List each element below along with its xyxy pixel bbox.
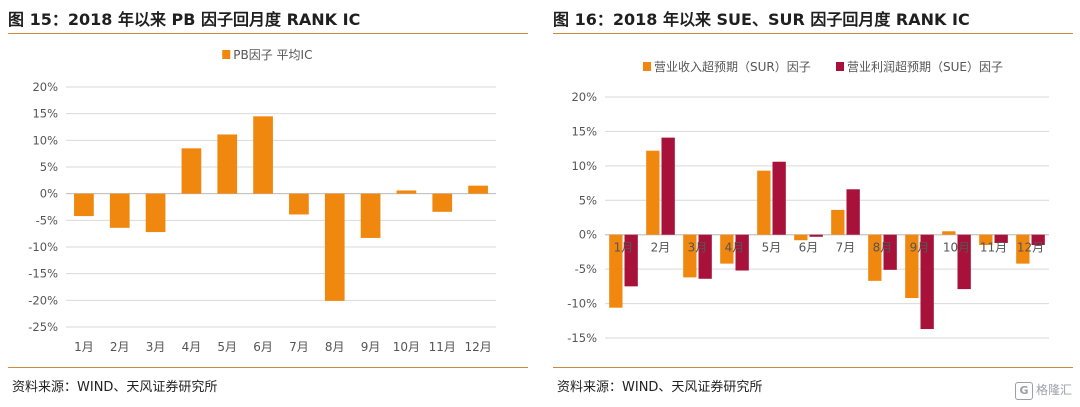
y-tick-label: 15%: [32, 107, 58, 121]
y-tick-label: -15%: [567, 331, 597, 345]
x-tick-label: 8月: [873, 241, 893, 255]
bar: [324, 193, 345, 301]
bar: [1016, 234, 1030, 264]
bar: [1031, 234, 1045, 246]
x-tick-label: 6月: [253, 340, 273, 354]
bar: [979, 234, 993, 246]
x-tick-label: 7月: [836, 241, 856, 255]
x-tick-label: 12月: [464, 340, 491, 354]
y-tick-label: 0%: [579, 228, 597, 242]
bar: [661, 137, 675, 235]
legend-label: 营业收入超预期（SUR）因子: [654, 59, 811, 74]
source-divider: [553, 367, 1073, 368]
y-tick-label: 15%: [571, 124, 597, 138]
x-tick-label: 3月: [688, 241, 708, 255]
x-tick-label: 5月: [217, 340, 237, 354]
y-tick-label: -20%: [28, 293, 58, 307]
y-tick-label: 10%: [571, 159, 597, 173]
x-tick-label: 11月: [980, 241, 1007, 255]
source-note: 资料来源：WIND、天风证券研究所: [12, 380, 218, 395]
y-tick-label: 0%: [40, 187, 58, 201]
bar: [289, 193, 309, 215]
y-tick-label: -10%: [28, 240, 58, 254]
bar: [942, 231, 956, 235]
bar: [920, 234, 934, 330]
legend-label: 营业利润超预期（SUE）因子: [847, 59, 1003, 74]
x-tick-label: 10月: [393, 340, 420, 354]
title-divider: [553, 33, 1073, 34]
chart-panel-sue-sur: 图 16：2018 年以来 SUE、SUR 因子回月度 RANK IC -15%…: [553, 0, 1073, 407]
bar: [809, 234, 823, 237]
bar: [720, 234, 734, 264]
bar: [831, 209, 845, 235]
chart-title: 图 15：2018 年以来 PB 因子回月度 RANK IC: [8, 10, 361, 29]
bar: [698, 234, 712, 279]
x-tick-label: 5月: [762, 241, 782, 255]
y-tick-label: 5%: [579, 193, 597, 207]
legend-swatch: [222, 50, 231, 59]
bar: [868, 234, 882, 281]
x-tick-label: 7月: [289, 340, 309, 354]
bar: [735, 234, 749, 271]
y-tick-label: -5%: [36, 213, 58, 227]
y-tick-label: -5%: [575, 262, 597, 276]
x-tick-label: 11月: [429, 340, 456, 354]
bar: [360, 193, 381, 238]
bar: [468, 185, 488, 194]
chart-panel-pb: 图 15：2018 年以来 PB 因子回月度 RANK IC -25% -20% -…: [8, 0, 528, 407]
bar: [145, 193, 166, 233]
legend-swatch: [643, 62, 651, 71]
bar: [396, 190, 417, 194]
bar: [683, 234, 697, 278]
x-tick-label: 2月: [110, 340, 130, 354]
x-tick-label: 10月: [943, 241, 970, 255]
title-divider: [8, 33, 528, 34]
y-tick-label: 20%: [32, 80, 58, 94]
bar: [646, 150, 660, 235]
bar: [794, 234, 808, 241]
x-tick-label: 3月: [146, 340, 166, 354]
legend-label: PB因子 平均IC: [233, 48, 312, 62]
bar: [74, 193, 94, 217]
x-tick-label: 6月: [799, 241, 819, 255]
x-tick-label: 1月: [74, 340, 94, 354]
source-divider: [8, 367, 528, 368]
x-tick-label: 4月: [182, 340, 202, 354]
watermark-text: 格隆汇: [1035, 383, 1072, 397]
bar: [609, 234, 623, 308]
bar: [994, 234, 1008, 243]
y-tick-label: 10%: [32, 133, 58, 147]
watermark: G 格隆汇: [1014, 381, 1072, 400]
x-tick-label: 4月: [725, 241, 745, 255]
bar: [109, 193, 130, 228]
x-tick-label: 9月: [910, 241, 930, 255]
bar: [846, 189, 860, 235]
bar: [772, 161, 786, 235]
y-tick-label: 20%: [571, 90, 597, 104]
y-tick-label: -10%: [567, 297, 597, 311]
bar: [757, 170, 771, 235]
bar: [883, 234, 897, 270]
x-tick-label: 2月: [651, 241, 671, 255]
bar: [624, 234, 638, 287]
brand-logo-icon: G: [1014, 381, 1033, 400]
bar: [957, 234, 971, 290]
bar: [905, 234, 919, 299]
y-tick-label: -25%: [28, 320, 58, 334]
sue-sur-ic-bar-chart: -15% -10% -5% 0% 5% 10% 15% 20% 1月 2月 3月 4月 5月 6月 7月 8月…: [567, 59, 1049, 345]
x-tick-label: 1月: [614, 241, 634, 255]
pb-ic-bar-chart: -25% -20% -15% -10% -5% 0% 5% 10% 15% 20% 1月 2月 3月 4月…: [28, 48, 496, 354]
y-tick-label: 5%: [40, 160, 58, 174]
bar: [217, 134, 238, 194]
bar: [432, 193, 453, 212]
x-tick-label: 8月: [325, 340, 345, 354]
bar: [181, 148, 202, 194]
y-tick-label: -15%: [28, 267, 58, 281]
source-note: 资料来源：WIND、天风证券研究所: [557, 380, 763, 395]
chart-title: 图 16：2018 年以来 SUE、SUR 因子回月度 RANK IC: [553, 10, 970, 29]
legend-swatch: [836, 62, 844, 71]
x-tick-label: 12月: [1017, 241, 1044, 255]
x-tick-label: 9月: [361, 340, 381, 354]
bar: [253, 116, 273, 194]
